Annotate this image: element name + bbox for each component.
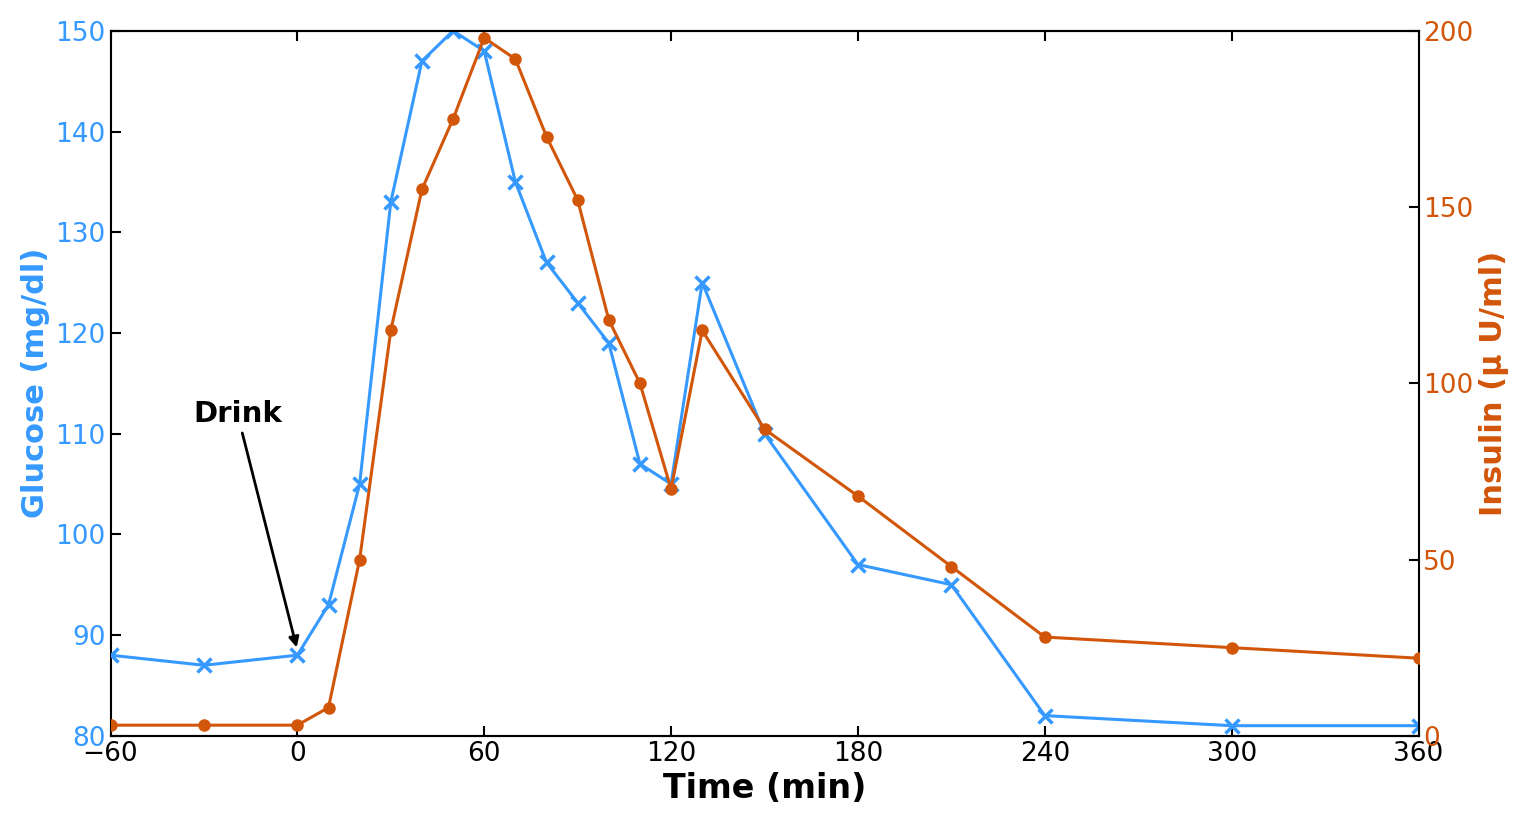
Text: Drink: Drink [193, 400, 298, 644]
Y-axis label: Insulin (μ U/ml): Insulin (μ U/ml) [1480, 250, 1509, 516]
X-axis label: Time (min): Time (min) [662, 772, 866, 805]
Y-axis label: Glucose (mg/dl): Glucose (mg/dl) [21, 248, 50, 519]
